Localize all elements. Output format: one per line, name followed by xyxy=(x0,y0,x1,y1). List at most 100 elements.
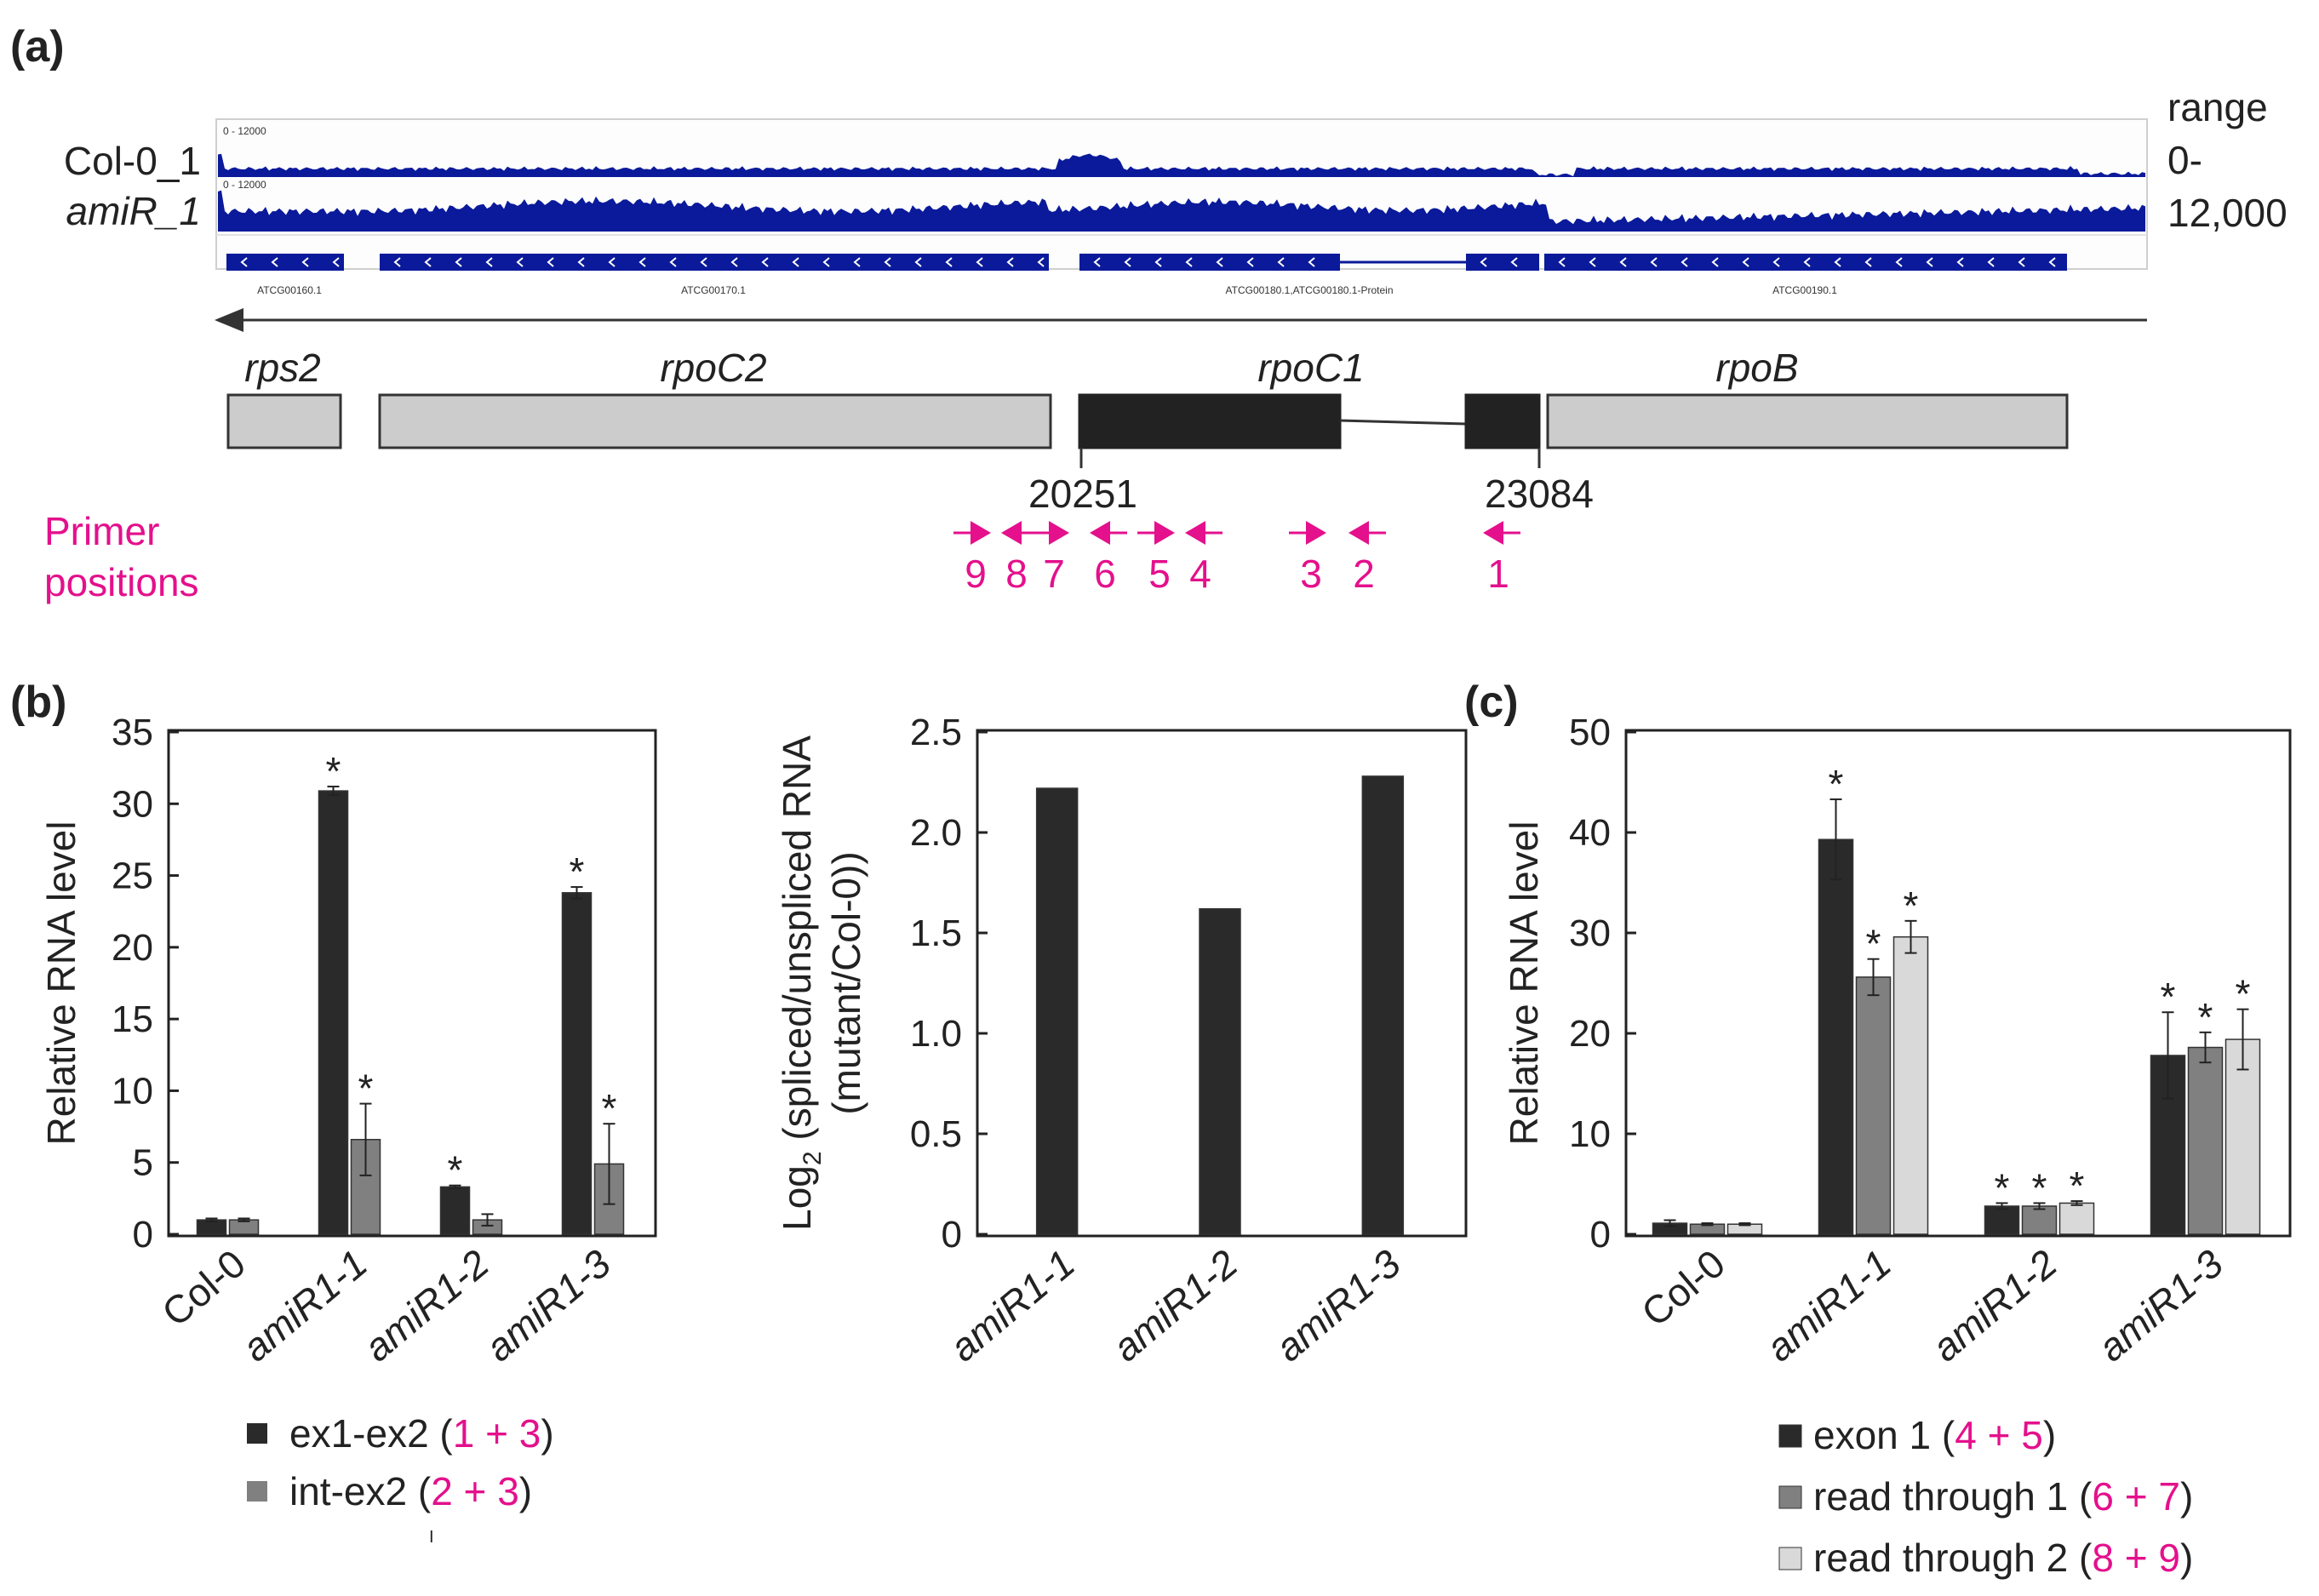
legend-label-int-ex2: int-ex2 xyxy=(289,1469,407,1513)
primer-number: 5 xyxy=(1148,552,1171,596)
track-name-amir: amiR_1 xyxy=(66,189,201,233)
feature-id: ATCG00170.1 xyxy=(681,284,746,296)
chevron-left-icon xyxy=(577,257,585,267)
primer-title-line1: Primer xyxy=(44,509,159,553)
primer-title-line2: positions xyxy=(44,560,199,604)
significance-star: * xyxy=(2198,995,2213,1039)
chevron-left-icon xyxy=(1093,257,1101,267)
chevron-left-icon xyxy=(1742,257,1749,267)
bar xyxy=(2225,1038,2261,1235)
x-tick-label: amiR1-2 xyxy=(1923,1241,2065,1370)
bar xyxy=(318,790,349,1235)
legend-primers-exon1: 4 + 5 xyxy=(1955,1413,2043,1457)
y-tick-label: 35 xyxy=(112,712,153,753)
gene-intron-rpoC1 xyxy=(1339,419,1467,426)
legend-entry-ex1-ex2: ex1-ex2 (1 + 3) xyxy=(289,1411,554,1456)
chevron-left-icon xyxy=(1987,257,1995,267)
strand-arrow-icon xyxy=(215,308,243,332)
significance-star: * xyxy=(1866,922,1881,966)
significance-star: * xyxy=(2032,1165,2047,1210)
chart-b2-bars xyxy=(1035,775,1405,1235)
range-label-title: range xyxy=(2167,85,2268,129)
legend-entry-read-through-1: read through 1 (6 + 7) xyxy=(1813,1474,2193,1519)
y-tick-label: 0 xyxy=(1590,1214,1611,1256)
chart-b2-frame xyxy=(976,729,1468,1238)
chart-c-xaxis: Col-0 amiR1-1 amiR1-2 amiR1-3 xyxy=(1633,1241,2231,1370)
annotation-track xyxy=(226,254,2067,271)
chart-b2-yaxis: 0 0.5 1.0 1.5 2.0 2.5 xyxy=(910,712,988,1256)
primer-arrow-right-icon xyxy=(1306,521,1326,545)
chevron-left-icon xyxy=(1711,257,1719,267)
gene-box-rpoC1-exon1 xyxy=(1464,393,1541,449)
annotation-feature xyxy=(1466,254,1539,271)
coverage-track-amir xyxy=(218,190,2145,232)
chart-b-yaxis: 0 5 10 15 20 25 30 35 xyxy=(112,712,179,1256)
x-tick-label: amiR1-2 xyxy=(1104,1241,1246,1370)
primer-number: 2 xyxy=(1353,552,1375,596)
chevron-left-icon xyxy=(1277,257,1285,267)
significance-star: * xyxy=(2236,972,2251,1016)
significance-star: * xyxy=(1904,884,1919,928)
legend-label-exon1: exon 1 xyxy=(1813,1413,1931,1457)
chart-c-yaxis: 0 10 20 30 40 50 xyxy=(1569,712,1636,1256)
gene-box-rpoC2 xyxy=(378,393,1052,449)
y-tick-label: 50 xyxy=(1569,712,1611,753)
bar xyxy=(561,892,593,1235)
track-name-col0: Col-0_1 xyxy=(64,139,201,183)
legend-label-read-through-1: read through 1 xyxy=(1813,1474,2068,1519)
bar xyxy=(1199,907,1241,1235)
y-tick-label: 1.5 xyxy=(910,912,962,954)
chevron-left-icon xyxy=(976,257,983,267)
panel-c-label: (c) xyxy=(1464,678,1519,727)
panel-a-label: (a) xyxy=(10,22,65,72)
feature-id: ATCG00180.1,ATCG00180.1-Protein xyxy=(1226,284,1394,296)
chevron-left-icon xyxy=(1926,257,1933,267)
chart-b-ylabel: Relative RNA level xyxy=(39,821,83,1146)
chevron-left-icon xyxy=(914,257,922,267)
chart-b-bars: * * * * * xyxy=(196,749,625,1235)
primer-number: 6 xyxy=(1094,552,1116,596)
y-tick-label: 5 xyxy=(133,1142,153,1184)
chevron-left-icon xyxy=(1480,257,1487,267)
coverage-track-col0 xyxy=(218,153,2145,177)
chevron-left-icon xyxy=(1772,257,1780,267)
legend-primers-int-ex2: 2 + 3 xyxy=(431,1469,519,1513)
panel-b-ratio: Log2 (spliced/unspliced RNA (mutant/Col-… xyxy=(775,712,1468,1370)
track-frame xyxy=(215,118,2148,270)
y-tick-label: 25 xyxy=(112,855,153,897)
chevron-left-icon xyxy=(2048,257,2056,267)
chevron-left-icon xyxy=(455,257,462,267)
primer-arrow-left-icon xyxy=(1001,521,1022,545)
gene-box-rpoC1-exon2 xyxy=(1078,393,1342,449)
primer-number: 8 xyxy=(1005,552,1028,596)
bar xyxy=(1035,787,1079,1235)
chevron-left-icon xyxy=(608,257,616,267)
y-tick-label: 20 xyxy=(1569,1013,1611,1055)
primer-arrow-right-icon xyxy=(971,521,991,545)
primer-number: 4 xyxy=(1189,552,1211,596)
chevron-left-icon xyxy=(761,257,769,267)
gene-label-rpoC2: rpoC2 xyxy=(660,346,766,390)
x-tick-label: amiR1-3 xyxy=(2089,1241,2231,1370)
primer-number: 9 xyxy=(965,552,987,596)
gene-box-rpoB xyxy=(1546,393,2069,449)
chevron-left-icon xyxy=(1834,257,1841,267)
annotation-feature xyxy=(380,254,1049,271)
legend-swatch-ex1-ex2 xyxy=(247,1423,267,1444)
annotation-feature xyxy=(1079,254,1340,271)
chart-b2-ylabel-rest: (spliced/unspliced RNA xyxy=(775,735,819,1152)
chevron-left-icon xyxy=(1216,257,1223,267)
track-scale-amir: 0 - 12000 xyxy=(223,179,266,191)
primer-arrow-left-icon xyxy=(1348,521,1369,545)
bar xyxy=(439,1186,471,1235)
gene-label-rpoB: rpoB xyxy=(1715,346,1798,390)
x-tick-label: Col-0 xyxy=(153,1241,254,1336)
chart-b2-ylabel-sub: 2 xyxy=(799,1151,827,1165)
legend-primers-read-through-2: 8 + 9 xyxy=(2092,1536,2180,1580)
y-tick-label: 2.0 xyxy=(910,812,962,854)
significance-star: * xyxy=(602,1086,617,1130)
chart-c-frame xyxy=(1624,729,2292,1238)
